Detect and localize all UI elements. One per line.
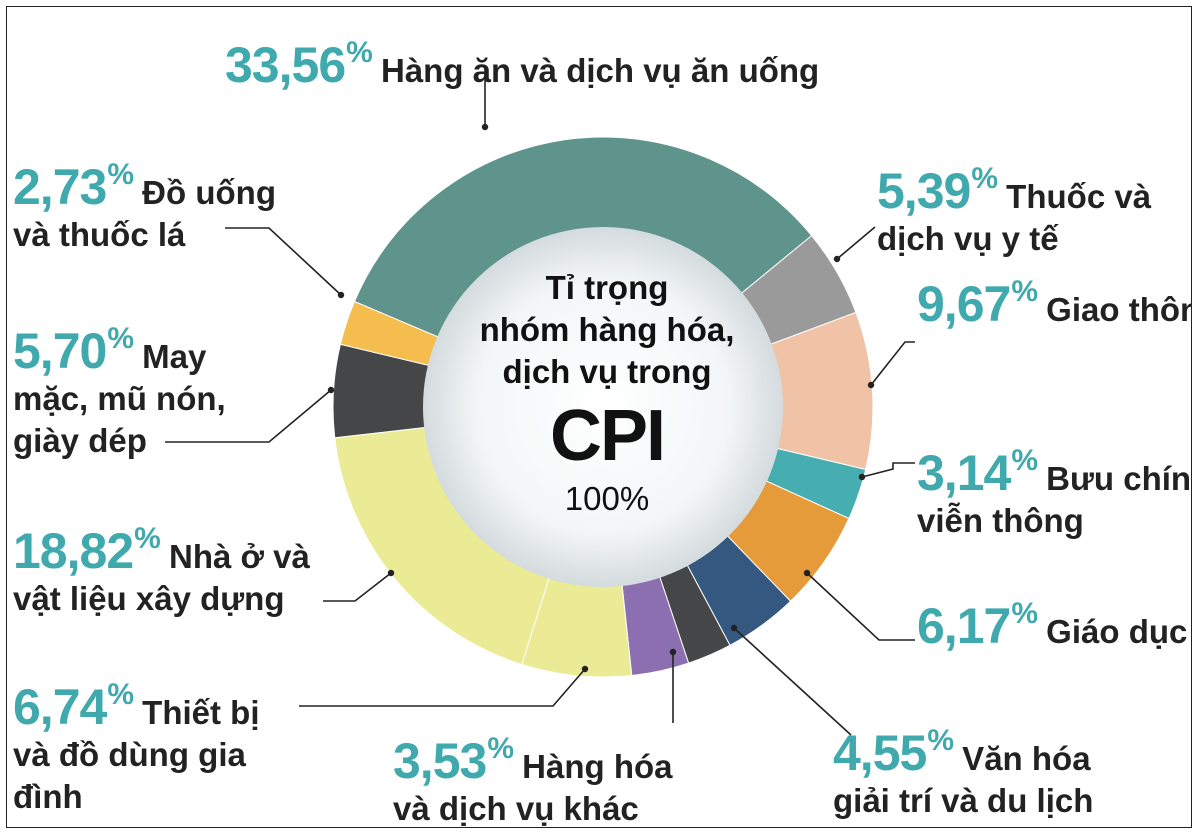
slice-name-11-line-1: và thuốc lá	[13, 216, 186, 253]
slice-name-10-line-0: May	[133, 338, 207, 375]
slice-value-11: 2,73%	[13, 158, 134, 215]
slice-value-number-7: 3,53	[393, 733, 487, 789]
leader-line-2	[870, 341, 915, 386]
center-title-line-2: nhóm hàng hóa,	[479, 311, 735, 348]
slice-name-1-line-0: Thuốc và	[997, 178, 1152, 215]
slice-value-number-9: 18,82	[13, 523, 134, 579]
center-label: Tỉ trọng nhóm hàng hóa, dịch vụ trong CP…	[447, 267, 767, 519]
slice-value-0: 33,56%	[225, 36, 373, 93]
donut-chart	[165, 71, 915, 736]
slice-value-4: 6,17%	[917, 597, 1038, 654]
leader-line-3	[861, 462, 915, 478]
slice-label-9: 18,82% Nhà ở và vật liệu xây dựng	[13, 517, 310, 621]
center-cpi: CPI	[549, 396, 666, 476]
slice-value-number-11: 2,73	[13, 159, 107, 215]
chart-frame: Tỉ trọng nhóm hàng hóa, dịch vụ trong CP…	[6, 6, 1192, 828]
leader-line-8	[299, 668, 586, 707]
percent-sign-11: %	[107, 158, 134, 191]
slice-value-1: 5,39%	[877, 162, 998, 219]
slice-label-1: 5,39% Thuốc và dịch vụ y tế	[877, 157, 1151, 261]
leader-dot-11	[337, 291, 345, 299]
percent-sign-4: %	[1011, 597, 1038, 630]
slice-name-4-line-0: Giáo dục	[1037, 613, 1188, 650]
slice-name-7-line-1: và dịch vụ khác	[393, 790, 639, 827]
slice-name-0-line-0: Hàng ăn và dịch vụ ăn uống	[371, 52, 820, 89]
percent-sign-2: %	[1011, 275, 1038, 308]
leader-dot-9	[387, 569, 395, 577]
slice-name-11-line-0: Đồ uống	[133, 174, 276, 211]
slice-name-10-line-1: mặc, mũ nón,	[13, 380, 226, 417]
leader-dot-0	[481, 123, 489, 131]
leader-line-4	[806, 572, 915, 641]
leader-dot-5	[730, 624, 738, 632]
leader-line-5	[733, 627, 852, 736]
slice-name-2-line-0: Giao thông	[1046, 291, 1191, 328]
slice-value-3: 3,14%	[917, 444, 1038, 501]
slice-value-number-4: 6,17	[917, 598, 1011, 654]
slice-value-5: 4,55%	[833, 724, 954, 781]
slice-label-3: 3,14% Bưu chính viễn thông	[917, 439, 1192, 543]
slice-value-7: 3,53%	[393, 732, 514, 789]
leader-dot-2	[867, 381, 875, 389]
slice-name-9-line-0: Nhà ở và	[159, 538, 310, 575]
percent-sign-7: %	[487, 732, 514, 765]
slice-label-0: 33,56% Hàng ăn và dịch vụ ăn uống	[225, 31, 819, 93]
leader-line-11	[225, 227, 342, 296]
leader-dot-10	[327, 386, 335, 394]
slice-name-9-line-1: vật liệu xây dựng	[13, 580, 285, 617]
slice-value-2: 9,67%	[917, 275, 1038, 332]
donut-hole	[423, 227, 783, 587]
slice-name-5-line-0: Văn hóa	[953, 740, 1091, 777]
center-title-line-3: dịch vụ trong	[502, 353, 712, 390]
slice-label-2: 9,67% Giao thông	[917, 270, 1191, 332]
percent-sign-3: %	[1011, 444, 1038, 477]
percent-sign-9: %	[134, 522, 161, 555]
slice-value-9: 18,82%	[13, 522, 161, 579]
slice-value-8: 6,74%	[13, 678, 134, 735]
leader-lines	[165, 71, 915, 736]
slice-value-number-0: 33,56	[225, 37, 346, 93]
leader-dot-8	[581, 665, 589, 673]
slice-value-number-2: 9,67	[917, 276, 1011, 332]
leader-dot-4	[803, 569, 811, 577]
leader-dot-1	[833, 255, 841, 263]
slice-label-10: 5,70% May mặc, mũ nón, giày dép	[13, 317, 226, 463]
leader-dot-7	[669, 648, 677, 656]
leader-line-10	[165, 389, 332, 443]
slice-value-10: 5,70%	[13, 322, 134, 379]
slice-label-11: 2,73% Đồ uống và thuốc lá	[13, 153, 276, 257]
slice-label-5: 4,55% Văn hóa giải trí và du lịch	[833, 719, 1093, 823]
percent-sign-1: %	[971, 162, 998, 195]
slice-name-3-line-0: Bưu chính	[1046, 460, 1192, 497]
slice-label-7: 3,53% Hàng hóa và dịch vụ khác	[393, 727, 673, 827]
slice-value-number-1: 5,39	[877, 163, 971, 219]
slice-name-8-line-0: Thiết bị	[133, 694, 260, 731]
slice-value-number-8: 6,74	[13, 679, 107, 735]
slice-value-number-10: 5,70	[13, 323, 107, 379]
slice-value-number-3: 3,14	[917, 445, 1011, 501]
slice-name-8-line-2: đình	[13, 778, 83, 815]
slice-name-7-line-0: Hàng hóa	[513, 748, 673, 785]
center-title-line-1: Tỉ trọng	[545, 269, 669, 306]
slice-name-5-line-1: giải trí và du lịch	[833, 782, 1094, 819]
slice-name-1-line-1: dịch vụ y tế	[877, 220, 1059, 257]
slice-name-8-line-1: và đồ dùng gia	[13, 736, 246, 773]
center-total: 100%	[564, 480, 650, 517]
slice-name-10-line-2: giày dép	[13, 422, 147, 459]
slice-label-4: 6,17% Giáo dục	[917, 592, 1187, 654]
percent-sign-5: %	[927, 724, 954, 757]
leader-line-9	[323, 572, 392, 602]
leader-dot-3	[858, 473, 866, 481]
percent-sign-8: %	[107, 678, 134, 711]
slice-label-8: 6,74% Thiết bị và đồ dùng gia đình	[13, 673, 260, 819]
slice-value-number-5: 4,55	[833, 725, 927, 781]
percent-sign-0: %	[346, 36, 373, 69]
leader-line-1	[836, 226, 876, 260]
slice-name-3-line-1: viễn thông	[917, 502, 1084, 539]
percent-sign-10: %	[107, 322, 134, 355]
